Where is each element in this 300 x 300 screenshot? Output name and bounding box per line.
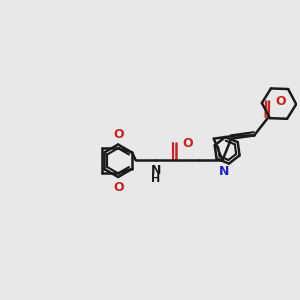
Text: H: H [151,174,160,184]
Text: O: O [113,128,124,140]
Text: O: O [183,137,194,150]
Text: O: O [276,95,286,108]
Text: N: N [151,164,161,177]
Text: O: O [113,181,124,194]
Text: N: N [218,165,229,178]
